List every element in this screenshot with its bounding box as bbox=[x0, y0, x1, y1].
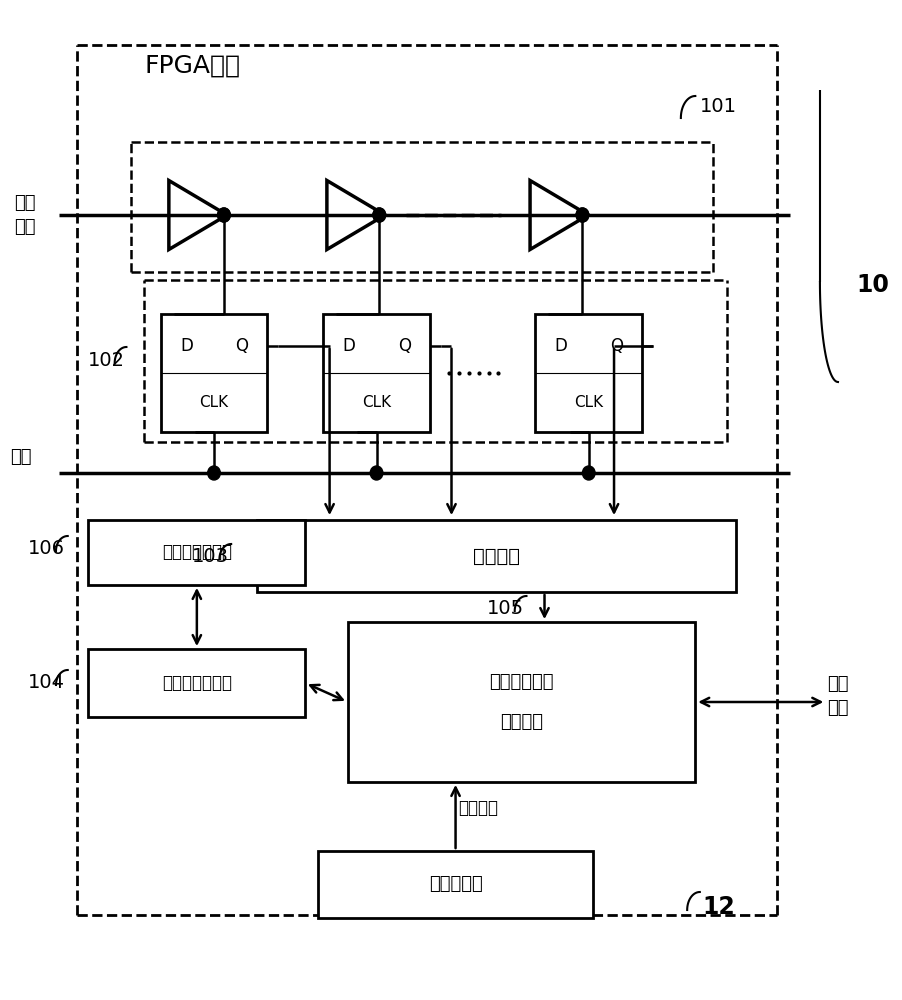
Text: D: D bbox=[342, 337, 354, 355]
Text: D: D bbox=[179, 337, 192, 355]
Text: 温度漂移修正: 温度漂移修正 bbox=[489, 673, 553, 691]
Circle shape bbox=[575, 208, 588, 222]
Text: 控制单元: 控制单元 bbox=[500, 713, 542, 731]
Circle shape bbox=[207, 466, 220, 480]
Circle shape bbox=[217, 208, 230, 222]
Bar bbox=[535, 314, 641, 432]
Circle shape bbox=[373, 208, 385, 222]
Bar bbox=[88, 520, 305, 585]
Text: 10: 10 bbox=[855, 273, 888, 297]
Bar bbox=[323, 314, 429, 432]
Text: 查找表生成单元: 查找表生成单元 bbox=[161, 544, 232, 562]
Text: D: D bbox=[554, 337, 566, 355]
Circle shape bbox=[582, 466, 594, 480]
Text: 101: 101 bbox=[699, 98, 736, 116]
Bar bbox=[161, 314, 267, 432]
Text: 输出: 输出 bbox=[826, 675, 848, 693]
Bar bbox=[347, 622, 695, 782]
Text: Q: Q bbox=[397, 337, 410, 355]
Text: 102: 102 bbox=[87, 351, 124, 369]
Text: 结果: 结果 bbox=[826, 699, 848, 717]
Text: Q: Q bbox=[235, 337, 248, 355]
Text: FPGA芯片: FPGA芯片 bbox=[144, 54, 240, 78]
Text: 12: 12 bbox=[702, 895, 734, 919]
Text: 106: 106 bbox=[28, 538, 65, 558]
Circle shape bbox=[575, 208, 588, 222]
Text: CLK: CLK bbox=[199, 395, 228, 410]
Text: 译码单元: 译码单元 bbox=[473, 546, 520, 566]
Circle shape bbox=[217, 208, 230, 222]
Text: 103: 103 bbox=[191, 546, 228, 566]
Text: 104: 104 bbox=[28, 672, 65, 692]
Text: 信号: 信号 bbox=[14, 218, 36, 236]
Text: 时钟: 时钟 bbox=[10, 448, 32, 466]
Text: Q: Q bbox=[609, 337, 622, 355]
Text: 105: 105 bbox=[486, 598, 523, 617]
Text: CLK: CLK bbox=[574, 395, 603, 410]
Text: 实时温度: 实时温度 bbox=[457, 799, 498, 817]
Circle shape bbox=[373, 208, 385, 222]
Bar bbox=[88, 649, 305, 717]
Text: CLK: CLK bbox=[362, 395, 391, 410]
Bar bbox=[257, 520, 735, 592]
Text: 查找表存储单元: 查找表存储单元 bbox=[161, 674, 232, 692]
Circle shape bbox=[370, 466, 382, 480]
Bar bbox=[318, 851, 593, 918]
Text: 输入: 输入 bbox=[14, 194, 36, 212]
Text: 温度传感器: 温度传感器 bbox=[428, 876, 482, 894]
